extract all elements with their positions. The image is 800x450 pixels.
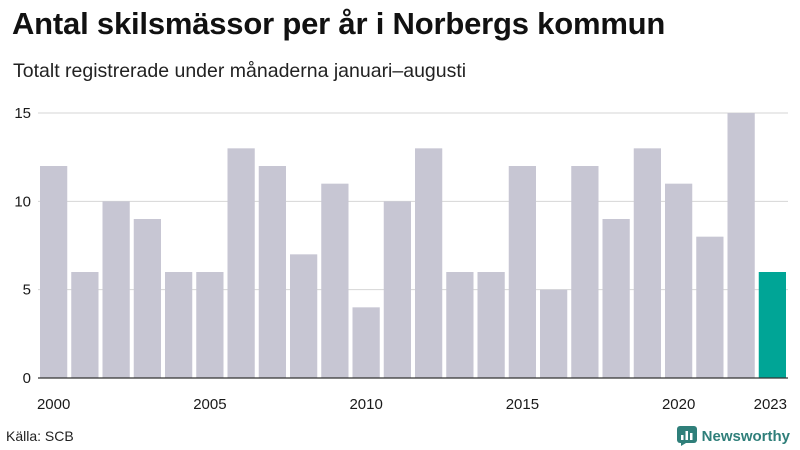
bar-2023: [758, 272, 786, 378]
bar-2000: [40, 166, 68, 378]
bars: [40, 113, 786, 378]
x-tick-label: 2020: [662, 396, 695, 413]
bar-2022: [727, 113, 755, 378]
bar-2012: [415, 148, 443, 378]
bar-2017: [571, 166, 599, 378]
bar-2015: [508, 166, 536, 378]
bar-2008: [290, 254, 318, 378]
bar-2021: [696, 236, 724, 378]
bar-2010: [352, 307, 380, 378]
x-tick-label: 2000: [37, 396, 70, 413]
bar-2019: [633, 148, 661, 378]
bar-2018: [602, 219, 630, 378]
chart-subtitle: Totalt registrerade under månaderna janu…: [13, 60, 467, 82]
x-tick-label: 2010: [349, 396, 382, 413]
bar-2011: [383, 201, 411, 378]
x-tick-label: 2023: [754, 396, 787, 413]
source-note: Källa: SCB: [6, 428, 74, 444]
bar-2013: [446, 272, 474, 378]
bar-2009: [321, 183, 349, 378]
bar-2003: [133, 219, 161, 378]
brand-name: Newsworthy: [701, 427, 790, 445]
y-tick-label: 10: [14, 193, 31, 210]
axes: 0 5 10 15 2000 2005 2010 2015 2020 2023: [14, 105, 788, 413]
gridlines: [38, 112, 788, 291]
bar-chart: 0 5 10 15 2000 2005 2010 2015 2020 2023: [14, 105, 788, 413]
y-tick-label: 0: [23, 370, 31, 387]
bar-2016: [540, 289, 568, 378]
brand: Newsworthy: [676, 426, 790, 446]
chart-title: Antal skilsmässor per år i Norbergs komm…: [12, 6, 666, 41]
bar-2002: [102, 201, 130, 378]
newsworthy-logo-icon: [676, 426, 697, 446]
y-tick-label: 15: [14, 105, 31, 122]
bar-2014: [477, 272, 505, 378]
bar-2006: [227, 148, 255, 378]
x-tick-label: 2015: [506, 396, 539, 413]
y-tick-label: 5: [23, 282, 31, 299]
x-tick-label: 2005: [193, 396, 226, 413]
bar-2020: [665, 183, 693, 378]
bar-2007: [258, 166, 286, 378]
bar-2004: [165, 272, 193, 378]
bar-2005: [196, 272, 224, 378]
bar-2001: [71, 272, 99, 378]
